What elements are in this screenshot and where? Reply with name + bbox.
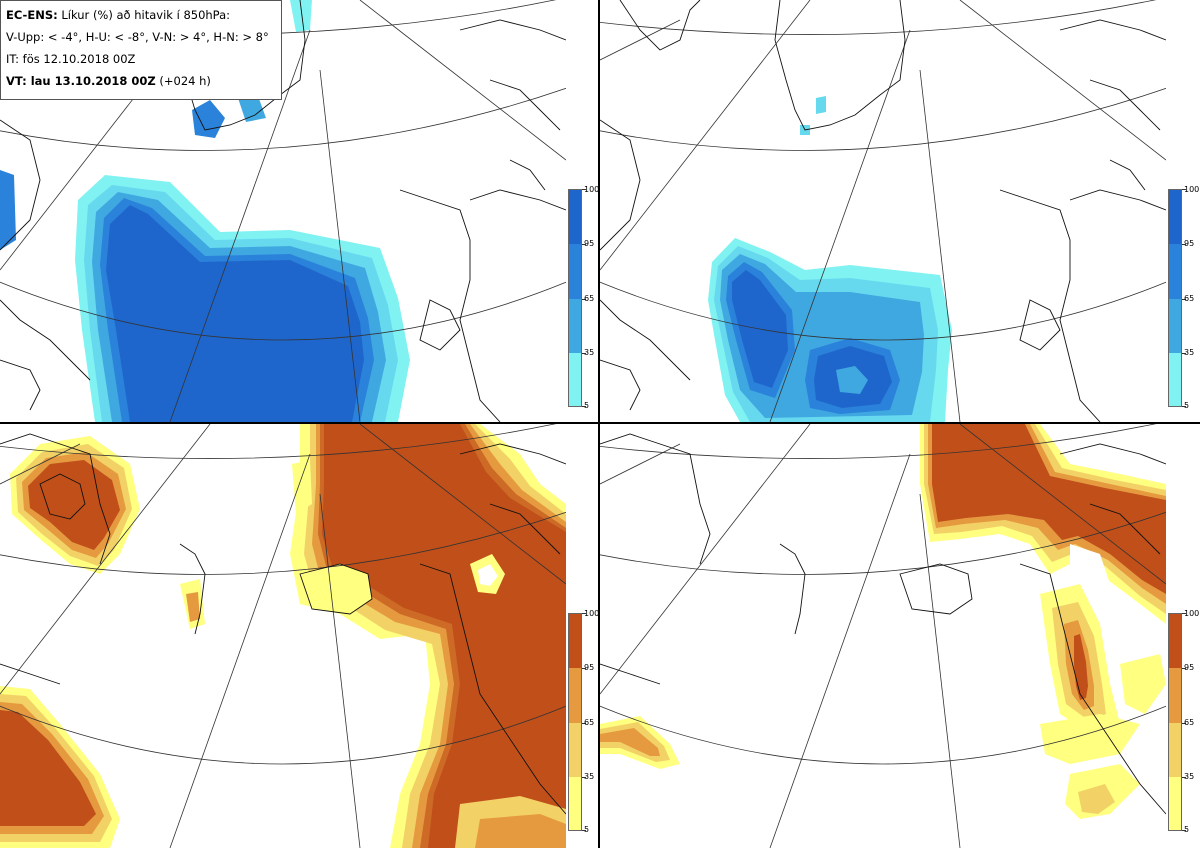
colorbar-label-65: 65 [1184, 294, 1195, 303]
map-panel-top-left [0, 0, 566, 422]
colorbar-label-5: 5 [584, 401, 590, 410]
map-top-right [600, 0, 1166, 422]
map-bottom-left [0, 424, 566, 848]
warm-prob-right-1 [1120, 654, 1166, 714]
warm-prob-hole-white [478, 564, 498, 586]
colorbar-label-5: 5 [1184, 825, 1190, 834]
divider-vertical [598, 0, 600, 848]
map-panel-top-right [600, 0, 1166, 422]
legend-title-row: EC-ENS: Líkur (%) að hitavik í 850hPa: [6, 4, 281, 26]
colorbar-top-left: 100 95 65 35 5 [568, 185, 600, 410]
colorbar-label-100: 100 [584, 185, 600, 194]
warm-prob-iceland [300, 564, 372, 614]
cold-prob-100 [106, 205, 364, 422]
colorbar-label-95: 95 [1184, 663, 1195, 672]
legend-box: EC-ENS: Líkur (%) að hitavik í 850hPa: V… [0, 0, 282, 100]
warm-prob-100 [932, 424, 1166, 594]
cold-prob-greenland [816, 96, 826, 114]
legend-valid-row: VT: lau 13.10.2018 00Z (+024 h) [6, 70, 281, 92]
warm-prob-hole [1070, 544, 1110, 594]
colorbar-bottom-left: 100 95 65 35 5 [568, 609, 600, 834]
cold-prob-top [290, 0, 312, 32]
legend-lead-time: (+024 h) [155, 74, 211, 88]
colorbar-label-65: 65 [584, 294, 595, 303]
colorbar-label-65: 65 [584, 718, 595, 727]
map-panel-bottom-left [0, 424, 566, 848]
colorbar-label-95: 95 [1184, 239, 1195, 248]
colorbar-label-35: 35 [584, 772, 595, 781]
cold-prob-greenland [192, 100, 225, 138]
colorbar-label-35: 35 [584, 348, 595, 357]
colorbar-label-95: 95 [584, 663, 595, 672]
map-panel-bottom-right [600, 424, 1166, 848]
colorbar-label-5: 5 [584, 825, 590, 834]
map-top-left [0, 0, 566, 422]
legend-valid-time: VT: lau 13.10.2018 00Z [6, 74, 156, 88]
cold-prob-west [0, 170, 16, 250]
warm-prob-low-3 [1078, 784, 1115, 814]
warm-prob-low-1 [1040, 714, 1140, 764]
map-bottom-right [600, 424, 1166, 848]
colorbar-bottom-right: 100 95 65 35 5 [1168, 609, 1200, 834]
warm-prob-spot-2 [186, 592, 200, 622]
cold-prob-hole [836, 366, 868, 394]
colorbar-label-35: 35 [1184, 772, 1195, 781]
legend-initial-time: IT: fös 12.10.2018 00Z [6, 52, 136, 66]
colorbar-label-95: 95 [584, 239, 595, 248]
legend-description: Líkur (%) að hitavik í 850hPa: [57, 8, 231, 22]
divider-horizontal [0, 422, 1200, 424]
legend-model: EC-ENS: [6, 8, 58, 22]
colorbar-label-100: 100 [1184, 609, 1200, 618]
warm-prob-100 [322, 424, 566, 848]
warm-prob-sw-65 [600, 728, 660, 756]
warm-prob-south-65 [475, 814, 566, 848]
warm-prob-spot-3 [292, 460, 312, 514]
colorbar-label-65: 65 [1184, 718, 1195, 727]
warm-prob-sw-100 [0, 710, 96, 826]
colorbar-label-5: 5 [1184, 401, 1190, 410]
colorbar-label-100: 100 [584, 609, 600, 618]
colorbar-label-100: 100 [1184, 185, 1200, 194]
colorbar-top-right: 100 95 65 35 5 [1168, 185, 1200, 410]
colorbar-label-35: 35 [1184, 348, 1195, 357]
legend-thresholds: V-Upp: < -4°, H-U: < -8°, V-N: > 4°, H-N… [6, 30, 269, 44]
warm-prob-green-100 [28, 460, 120, 550]
